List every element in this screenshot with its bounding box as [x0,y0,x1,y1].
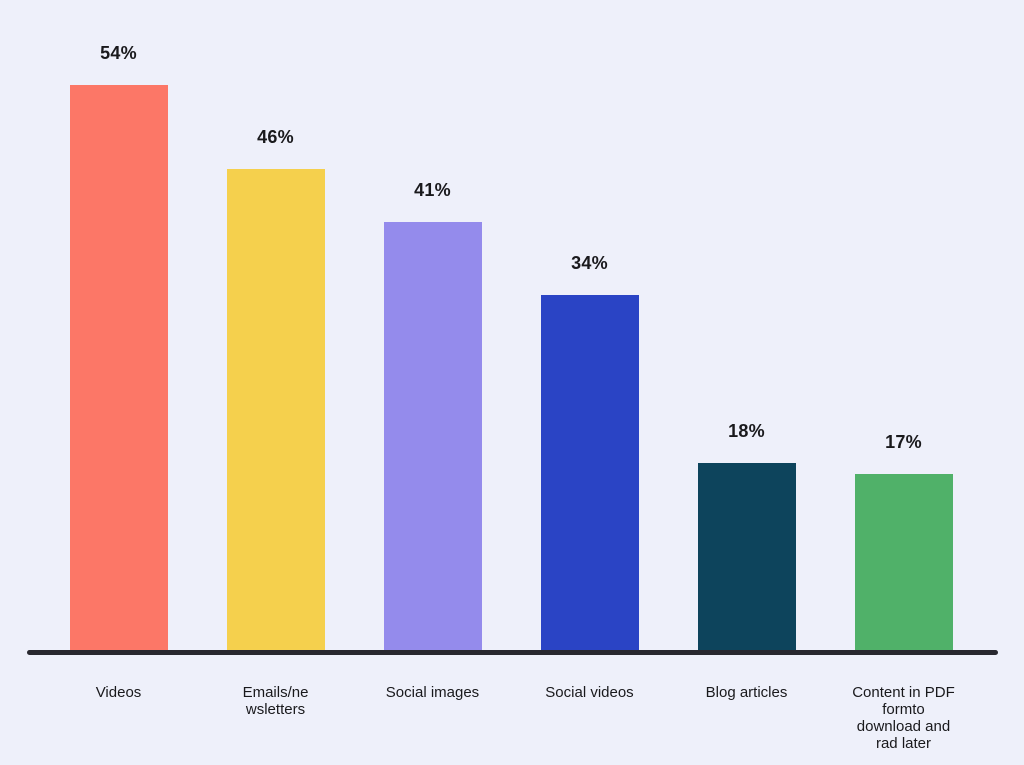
category-cell: Videos [40,684,197,701]
value-label-social-images: 41% [414,179,451,200]
category-cell: Social images [354,684,511,701]
bar-group-social-videos: 34% [511,0,668,652]
value-label-emails-newsletters: 46% [257,127,294,147]
plot-area: 54% 46% 41% 34% 18% 17% [40,0,982,652]
bar-videos [69,85,168,652]
x-axis-line [27,650,998,655]
value-label-videos: 54% [100,43,137,63]
category-label-blog-articles: Blog articles [705,684,788,701]
bar-social-videos [540,295,639,652]
value-label-blog-articles: 18% [728,421,765,441]
category-label-social-images: Social images [385,684,480,701]
category-label-content-pdf: Content in PDF formto download and rad l… [852,684,955,752]
bar-group-blog-articles: 18% [668,0,825,652]
bar-blog-articles [697,463,796,652]
category-cell: Emails/ne wsletters [197,684,354,718]
value-label-social-videos: 34% [571,253,608,273]
value-label-content-pdf: 17% [885,431,922,452]
category-cell: Content in PDF formto download and rad l… [825,684,982,752]
category-cell: Blog articles [668,684,825,701]
bar-group-videos: 54% [40,0,197,652]
category-label-videos: Videos [95,684,142,701]
bar-group-content-pdf: 17% [825,0,982,652]
bar-group-social-images: 41% [354,0,511,652]
bar-group-emails-newsletters: 46% [197,0,354,652]
bar-social-images [383,221,482,652]
bar-emails-newsletters [226,169,325,652]
category-label-social-videos: Social videos [545,684,634,701]
category-cell: Social videos [511,684,668,701]
category-label-emails-newsletters: Emails/ne wsletters [242,684,309,718]
bar-content-pdf [854,473,953,652]
x-axis-labels: Videos Emails/ne wsletters Social images… [40,684,982,752]
